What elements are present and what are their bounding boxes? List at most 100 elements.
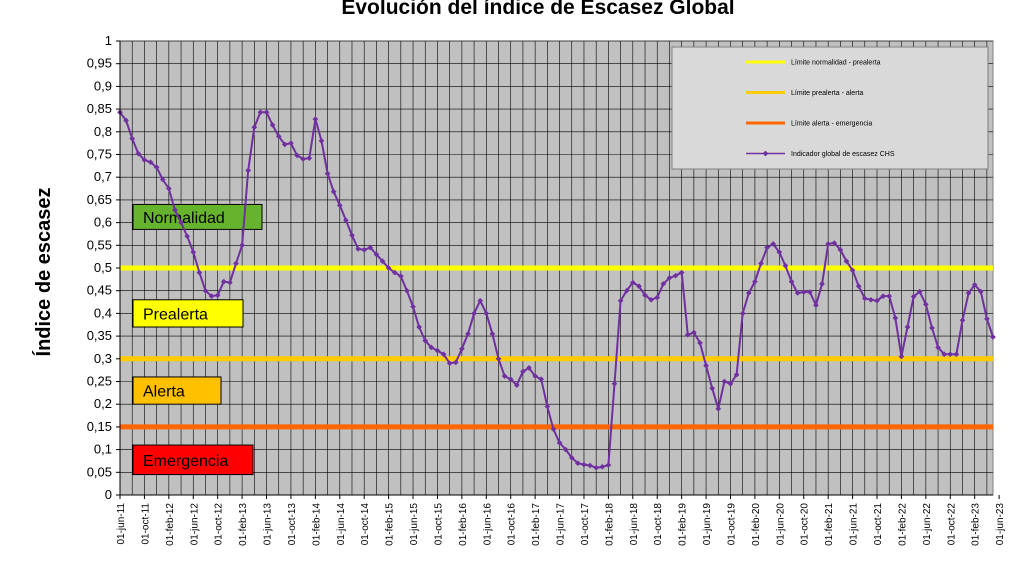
data-point [953,351,960,358]
legend-label: Límite alerta - emergencia [791,121,872,128]
data-point [880,293,886,299]
zone-text: Alerta [143,384,185,401]
y-tick-label: 0,3 [94,351,112,366]
data-point [294,152,300,159]
y-tick-label: 0,4 [94,305,112,320]
data-point [636,283,642,289]
x-tick-label: 01-oct-17 [580,503,591,546]
x-tick-label: 01-jun-19 [702,503,713,546]
data-point [214,292,221,299]
data-point [764,244,770,251]
y-tick-label: 0,5 [94,260,112,275]
data-point [886,293,893,299]
data-point [929,325,935,331]
data-point [422,337,429,344]
x-tick-label: 01-feb-20 [751,503,762,546]
zone-text: Emergencia [143,453,228,470]
x-tick-labels: 01-jun-11 01-oct-11 01-feb-12 01-jun-12 01-o… [116,503,1006,546]
data-point [745,290,752,296]
y-tick-labels: 0 0,05 0,1 0,15 0,2 0,25 0,3 0,35 0,4 0,45 0,5 0,55… [87,33,112,502]
y-tick-label: 0,55 [87,237,112,252]
y-tick-label: 0,65 [87,192,112,207]
data-point [703,362,709,369]
data-point [343,217,349,224]
data-point [800,289,807,295]
zone-box [132,299,244,328]
data-point [153,164,160,171]
data-point [172,207,178,213]
data-point [715,405,722,412]
data-point [318,138,325,144]
data-point [282,141,288,148]
data-point [837,247,844,253]
y-tick-label: 0,15 [87,419,112,434]
x-tick-label: 01-oct-15 [433,503,444,546]
data-point [208,293,215,299]
x-tick-label: 01-feb-15 [385,503,396,546]
data-point [709,385,716,392]
x-tick-label: 01-oct-18 [653,503,664,546]
data-point [575,460,581,467]
data-point [166,185,172,192]
data-point [581,461,587,468]
y-tick-label: 0,05 [87,464,112,479]
data-point [538,376,545,383]
data-point [984,316,990,322]
x-tick-label: 01-feb-18 [604,503,615,546]
x-tick-label: 01-oct-20 [800,503,811,546]
legend-marker [762,150,769,157]
data-point [373,251,380,258]
legend-box [671,46,989,170]
data-point [361,247,368,253]
data-point [892,315,899,321]
data-point [239,242,245,249]
data-point [349,232,355,239]
data-point [672,272,679,279]
data-point [477,297,484,304]
x-tick-label: 01-feb-22 [897,503,908,546]
data-point [593,464,600,471]
data-point [159,176,166,183]
x-tick-label: 01-jun-22 [922,503,933,546]
x-tick-label: 01-jun-21 [849,503,860,546]
y-tick-label: 0 [105,487,112,502]
legend-item: Límite normalidad - prealerta [746,60,881,67]
data-point [532,373,538,379]
y-tick-label: 0,95 [87,56,112,71]
data-point [495,355,502,362]
x-tick-label: 01-jun-20 [775,503,786,546]
zone-label: Normalidad [132,203,263,230]
x-tick-label: 01-jun-17 [556,503,567,546]
data-point [391,269,398,276]
threshold-lines [120,265,993,430]
data-point [257,109,264,116]
series-group [117,109,996,471]
data-point [971,281,978,288]
data-point [599,464,606,470]
data-point [874,297,880,304]
data-point [813,302,819,309]
data-point [434,347,441,354]
data-point [697,340,703,346]
data-point [721,378,728,385]
y-tick-label: 0,6 [94,215,112,230]
x-tick-label: 01-jun-13 [263,503,274,546]
x-tick-label: 01-feb-17 [531,503,542,546]
y-tick-label: 0,45 [87,283,112,298]
data-point [465,331,471,337]
data-point [190,249,197,255]
y-axis-label: Índice de escasez [32,188,55,357]
data-point [300,156,306,162]
y-tick-label: 0,75 [87,147,112,162]
data-point [941,351,947,358]
x-tick-label: 01-feb-23 [971,503,982,546]
data-point [501,373,508,379]
data-point [654,294,661,301]
y-tick-label: 0,7 [94,169,112,184]
data-point [556,439,563,446]
zone-label: Emergencia [132,444,254,476]
legend-label: Indicador global de escasez CHS [791,151,895,158]
x-tick-label: 01-jun-15 [409,503,420,546]
data-point [788,278,795,285]
data-point [526,365,532,371]
